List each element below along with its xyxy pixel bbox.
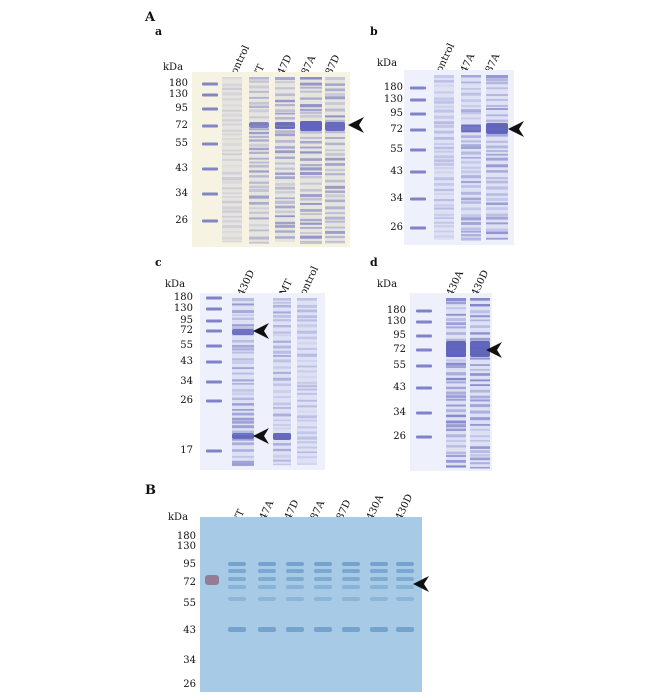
marker-label-180: 180 [168, 78, 188, 89]
gel-image-a [192, 72, 350, 247]
marker-label-55: 55 [393, 360, 406, 371]
marker-label-55: 55 [183, 598, 196, 609]
gel-image-c [200, 293, 325, 470]
marker-label-180: 180 [176, 531, 196, 542]
arrowhead-icon [348, 117, 364, 133]
marker-label-34: 34 [175, 188, 188, 199]
subpanel-label-c: c [155, 256, 162, 269]
marker-label-34: 34 [390, 193, 403, 204]
marker-label-130: 130 [173, 303, 193, 314]
kda-label-B: kDa [168, 512, 189, 523]
marker-label-180: 180 [173, 292, 193, 303]
kda-label-d: kDa [377, 279, 398, 290]
kda-label-a: kDa [163, 62, 184, 73]
marker-label-55: 55 [390, 144, 403, 155]
marker-label-72: 72 [183, 577, 196, 588]
marker-label-43: 43 [183, 625, 196, 636]
panel-label-B: B [145, 483, 156, 498]
marker-label-95: 95 [180, 315, 193, 326]
marker-label-95: 95 [175, 103, 188, 114]
marker-label-43: 43 [180, 356, 193, 367]
marker-label-55: 55 [180, 340, 193, 351]
marker-label-55: 55 [175, 138, 188, 149]
subpanel-label-a: a [155, 25, 163, 38]
marker-label-34: 34 [393, 407, 406, 418]
marker-label-43: 43 [175, 163, 188, 174]
arrowhead-icon [413, 576, 429, 592]
kda-label-b: kDa [377, 58, 398, 69]
panel-label-A: A [145, 10, 156, 25]
marker-label-26: 26 [393, 431, 406, 442]
marker-label-130: 130 [168, 89, 188, 100]
marker-label-26: 26 [175, 215, 188, 226]
marker-label-26: 26 [390, 222, 403, 233]
marker-label-72: 72 [175, 120, 188, 131]
western-blot-image [200, 517, 422, 692]
gel-image-b [404, 70, 514, 245]
marker-label-130: 130 [176, 541, 196, 552]
marker-label-95: 95 [393, 330, 406, 341]
marker-label-34: 34 [180, 376, 193, 387]
arrowhead-icon [486, 342, 502, 358]
marker-label-43: 43 [390, 166, 403, 177]
marker-label-26: 26 [180, 395, 193, 406]
kda-label-c: kDa [165, 279, 186, 290]
marker-label-34: 34 [183, 655, 196, 666]
marker-label-130: 130 [383, 94, 403, 105]
gel-image-d [410, 293, 492, 471]
marker-label-180: 180 [383, 82, 403, 93]
subpanel-label-b: b [370, 25, 378, 38]
marker-label-130: 130 [386, 316, 406, 327]
marker-label-95: 95 [390, 108, 403, 119]
arrowhead-icon [508, 121, 524, 137]
marker-label-95: 95 [183, 559, 196, 570]
arrowhead-icon [253, 428, 269, 444]
marker-label-43: 43 [393, 382, 406, 393]
marker-label-26: 26 [183, 679, 196, 690]
marker-label-72: 72 [180, 325, 193, 336]
marker-label-17: 17 [180, 445, 193, 456]
marker-label-180: 180 [386, 305, 406, 316]
marker-label-72: 72 [393, 344, 406, 355]
marker-label-72: 72 [390, 124, 403, 135]
subpanel-label-d: d [370, 256, 378, 269]
arrowhead-icon [253, 323, 269, 339]
